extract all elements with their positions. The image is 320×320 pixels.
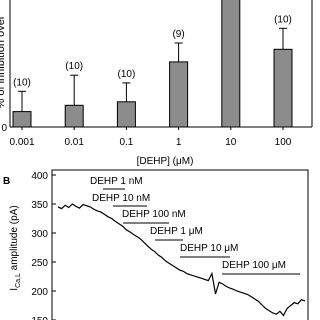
y-axis-label: % of inhibition over xyxy=(0,15,7,108)
annotation: DEHP 10 μM xyxy=(180,243,238,254)
x-tick-label: 0.1 xyxy=(119,137,133,148)
label-main: I xyxy=(9,288,20,291)
y-tick-label: 300 xyxy=(31,229,48,240)
annotation: DEHP 100 nM xyxy=(122,209,186,220)
label-sub: Ca,L xyxy=(15,273,22,288)
annotation: DEHP 1 nM xyxy=(90,176,143,187)
x-tick-label: 100 xyxy=(275,137,292,148)
bar xyxy=(273,48,293,128)
panel-label: B xyxy=(3,176,10,187)
frame xyxy=(51,169,309,320)
y-axis-label: ICa,L amplitude (pA) xyxy=(9,205,22,290)
y-tick-label: 150 xyxy=(31,316,48,320)
trace xyxy=(57,203,306,317)
annotation: DEHP 100 μM xyxy=(222,260,286,271)
x-tick-label: 10 xyxy=(225,137,237,148)
annotation: DEHP 10 nM xyxy=(92,193,150,204)
bar xyxy=(64,104,84,128)
n-label: (10) xyxy=(13,77,31,88)
y-tick-label: 250 xyxy=(31,258,48,269)
y-tick-label: 0 xyxy=(1,123,7,134)
y-tick-label: 350 xyxy=(31,200,48,211)
bar xyxy=(12,111,32,128)
panel-b: B 150 200 250 300 350 400 ICa,L amplitude (pA) D… xyxy=(3,169,309,320)
annotation: DEHP 1 μM xyxy=(150,226,203,237)
label-rest: amplitude (pA) xyxy=(9,205,20,273)
y-tick-label: 400 xyxy=(31,171,48,182)
x-tick-label: 0.001 xyxy=(9,137,34,148)
n-label: (9) xyxy=(172,29,184,40)
x-tick-label: 1 xyxy=(176,137,182,148)
n-label: (10) xyxy=(65,61,83,72)
y-tick-label: 200 xyxy=(31,287,48,298)
panel-a: (10) (10) (10) (9) (10) xyxy=(9,0,313,128)
bar xyxy=(169,61,189,128)
n-label: (10) xyxy=(118,69,136,80)
n-label: (10) xyxy=(274,14,292,25)
bar xyxy=(116,101,136,128)
bar xyxy=(221,0,241,128)
x-axis-label: [DEHP] (μM) xyxy=(137,156,194,167)
x-tick-label: 0.01 xyxy=(64,137,84,148)
